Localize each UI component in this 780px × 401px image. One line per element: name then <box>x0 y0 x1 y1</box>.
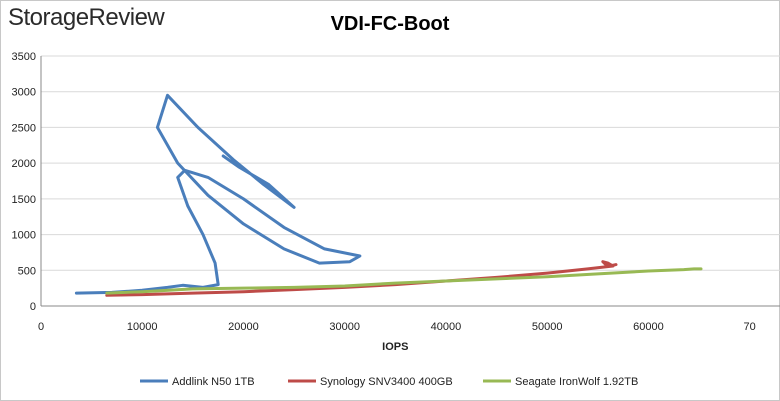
y-tick-label: 2500 <box>12 122 36 134</box>
legend-label-2: Synology SNV3400 400GB <box>320 376 453 388</box>
legend-label-3: Seagate IronWolf 1.92TB <box>515 376 638 388</box>
legend-label-1: Addlink N50 1TB <box>172 376 255 388</box>
axes <box>40 56 780 307</box>
x-tick-label: 10000 <box>127 321 158 333</box>
x-tick-label: 0 <box>38 321 44 333</box>
y-tick-label: 0 <box>30 301 36 313</box>
y-tick-label: 1500 <box>12 194 36 206</box>
y-axis-ticks: 0 500 1000 1500 2000 2500 3000 3500 <box>12 51 36 313</box>
x-tick-label: 50000 <box>532 321 563 333</box>
y-tick-label: 1000 <box>12 230 36 242</box>
y-tick-label: 3500 <box>12 51 36 63</box>
y-tick-label: 500 <box>18 265 36 277</box>
gridlines <box>41 55 780 307</box>
x-tick-label: 60000 <box>633 321 664 333</box>
series-line-3 <box>105 267 703 295</box>
legend: Addlink N50 1TB Synology SNV3400 400GB Sea… <box>140 376 638 388</box>
x-tick-label: 30000 <box>329 321 360 333</box>
series-line-1 <box>74 93 362 295</box>
chart-title: VDI-FC-Boot <box>330 13 450 35</box>
x-tick-label: 70 <box>744 321 756 333</box>
logo-text: StorageReview <box>8 4 165 31</box>
series-lines <box>74 93 703 297</box>
x-tick-label: 40000 <box>431 321 462 333</box>
storagereview-logo: StorageReview <box>8 4 165 32</box>
x-tick-label: 20000 <box>228 321 259 333</box>
y-tick-label: 3000 <box>12 87 36 99</box>
x-axis-title: IOPS <box>382 341 408 353</box>
y-tick-label: 2000 <box>12 158 36 170</box>
x-axis-ticks: 0 10000 20000 30000 40000 50000 60000 70 <box>38 321 756 333</box>
